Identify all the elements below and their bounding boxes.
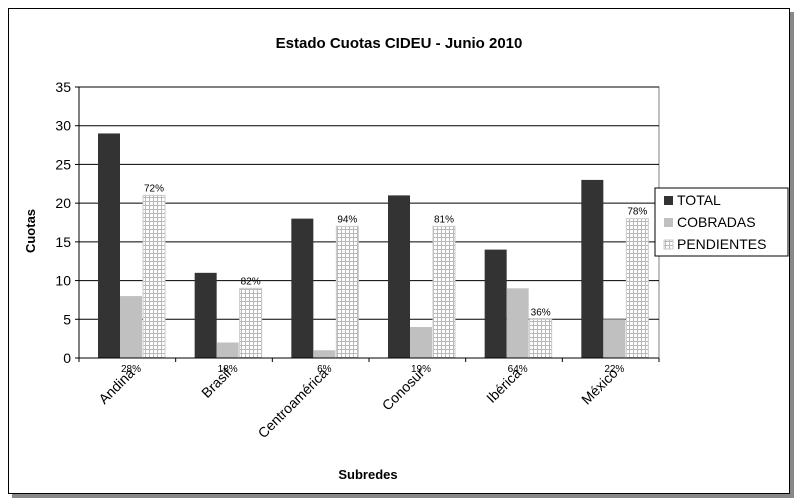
chart-frame: Estado Cuotas CIDEU - Junio 2010 Cuotas … <box>8 8 790 494</box>
bar-cobradas <box>216 342 239 358</box>
bar-chart: Estado Cuotas CIDEU - Junio 2010 Cuotas … <box>23 35 789 482</box>
legend-swatch-pendientes <box>663 239 674 250</box>
y-tick-label: 35 <box>55 79 71 95</box>
y-tick-label: 5 <box>63 311 71 327</box>
bars <box>98 133 649 359</box>
y-tick-label: 15 <box>55 234 71 250</box>
cobradas-percent-label: 64% <box>508 364 528 375</box>
cobradas-percent-label: 28% <box>121 364 141 375</box>
bar-total <box>194 272 217 358</box>
bar-total <box>581 179 604 358</box>
cobradas-percent-label: 22% <box>604 364 624 375</box>
pendientes-percent-label: 78% <box>627 207 647 218</box>
cobradas-percent-label: 19% <box>411 364 431 375</box>
x-tick-label: Centroamérica <box>255 365 331 441</box>
bar-total <box>388 195 410 358</box>
legend: TOTAL COBRADAS PENDIENTES <box>654 187 789 257</box>
bar-cobradas <box>120 296 142 358</box>
bar-total <box>98 133 120 358</box>
cobradas-percent-label: 6% <box>317 364 332 375</box>
bar-pendientes <box>432 225 456 359</box>
legend-swatch-cobradas <box>664 218 673 227</box>
bar-total <box>484 249 507 358</box>
x-tick-label: Ibérica <box>483 365 524 406</box>
cobradas-percent-label: 18% <box>218 364 238 375</box>
gridlines <box>78 86 660 359</box>
pendientes-percent-label: 82% <box>241 276 261 287</box>
bar-pendientes <box>335 225 359 359</box>
bar-cobradas <box>410 327 432 358</box>
bar-cobradas <box>313 350 336 358</box>
y-tick-label: 20 <box>55 195 71 211</box>
pendientes-percent-label: 72% <box>144 183 164 194</box>
y-tick-label: 30 <box>55 118 71 134</box>
bar-pendientes <box>625 218 649 359</box>
x-tick-label: Conosur <box>379 365 428 414</box>
x-axis-label: Subredes <box>338 467 397 482</box>
y-tick-label: 0 <box>63 350 71 366</box>
bar-cobradas <box>506 288 529 358</box>
bar-total <box>291 218 314 358</box>
bar-pendientes <box>239 287 263 359</box>
y-tick-label: 10 <box>55 273 71 289</box>
legend-label-total: TOTAL <box>677 192 721 208</box>
pendientes-percent-label: 81% <box>434 214 454 225</box>
pendientes-percent-label: 36% <box>531 307 551 318</box>
legend-swatch-total <box>664 196 673 205</box>
legend-label-pendientes: PENDIENTES <box>677 236 766 252</box>
y-tick-label: 25 <box>55 156 71 172</box>
legend-box <box>654 187 789 257</box>
bar-cobradas <box>603 319 626 358</box>
plot-area <box>78 86 660 359</box>
x-tick-label: México <box>578 365 621 408</box>
x-tick-label: Andina <box>95 365 137 407</box>
chart-title: Estado Cuotas CIDEU - Junio 2010 <box>276 35 523 52</box>
bar-pendientes <box>142 194 166 359</box>
pendientes-percent-label: 94% <box>337 214 357 225</box>
y-axis-label: Cuotas <box>23 209 38 253</box>
data-labels: 28% 72% 18% 82% 6% 94% 19% 81% 64% 36% 22% 78% <box>121 183 647 375</box>
legend-label-cobradas: COBRADAS <box>677 214 756 230</box>
bar-pendientes <box>529 318 553 359</box>
